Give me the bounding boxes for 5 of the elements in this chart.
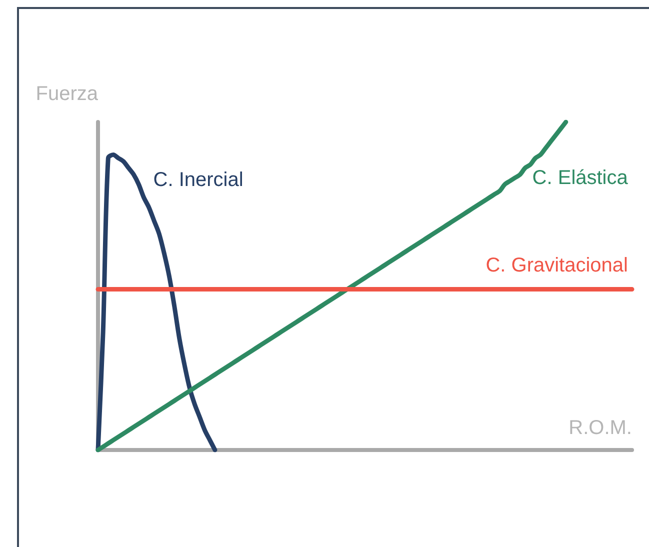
series-label: C. Gravitacional xyxy=(486,254,628,276)
series-label: C. Inercial xyxy=(153,168,244,191)
y-axis-title: Fuerza xyxy=(36,83,99,105)
series-label: C. Elástica xyxy=(532,167,629,189)
x-axis-title: R.O.M. xyxy=(568,417,632,439)
